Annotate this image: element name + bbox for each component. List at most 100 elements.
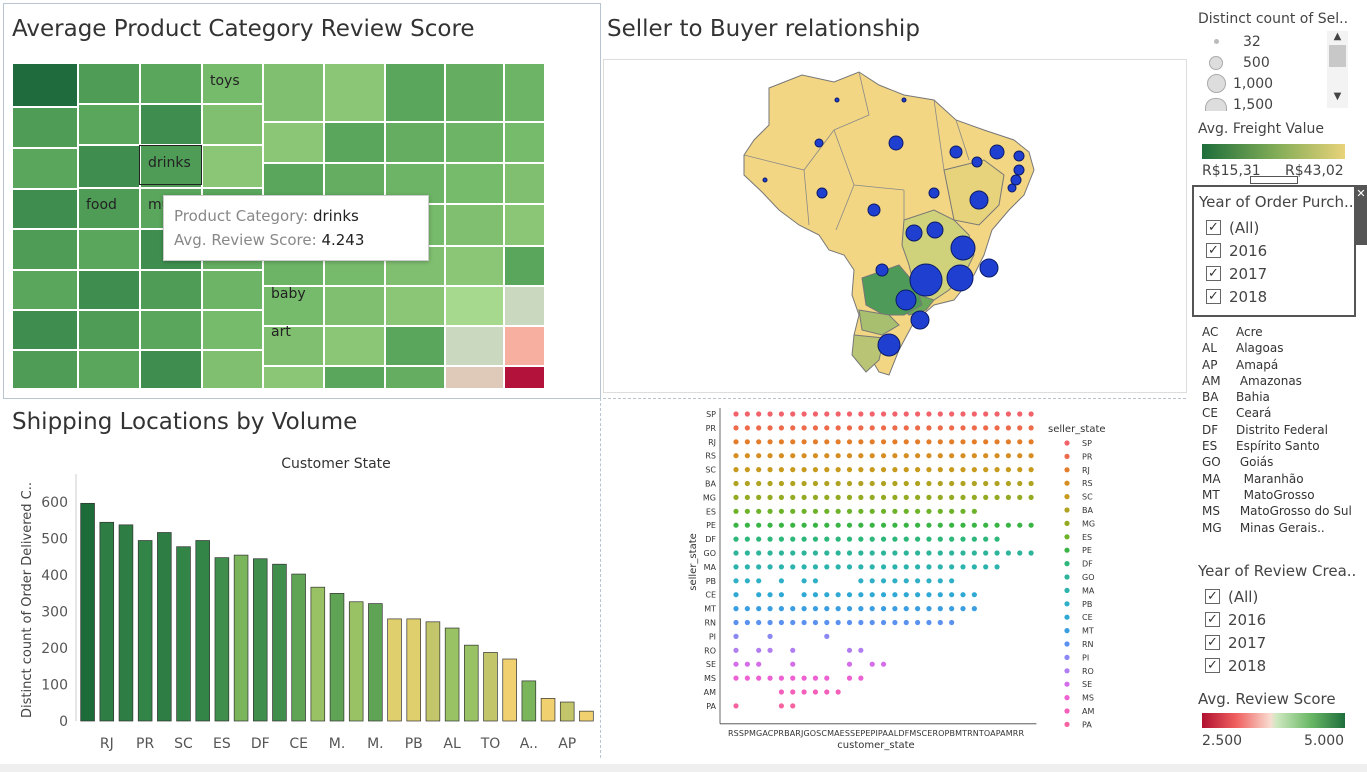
scatter-dot[interactable] — [869, 578, 875, 584]
scatter-dot[interactable] — [960, 522, 966, 528]
scatter-dot[interactable] — [903, 522, 909, 528]
scatter-dot[interactable] — [858, 536, 864, 542]
scroll-up-icon[interactable]: ▲ — [1333, 31, 1342, 42]
scatter-dot[interactable] — [926, 619, 932, 626]
treemap-cell[interactable] — [445, 63, 504, 122]
scatter-dot[interactable] — [824, 633, 830, 639]
scatter-dot[interactable] — [926, 453, 932, 459]
scatter-dot[interactable] — [778, 453, 784, 459]
scatter-dot[interactable] — [869, 564, 875, 570]
scatter-dot[interactable] — [983, 439, 989, 445]
treemap-cell[interactable] — [445, 246, 504, 286]
scatter-dot[interactable] — [778, 564, 784, 570]
scatter-dot[interactable] — [960, 550, 966, 556]
bar[interactable] — [99, 521, 115, 722]
scatter-dot[interactable] — [835, 425, 841, 431]
scatter-dot[interactable] — [926, 508, 932, 514]
treemap-cell[interactable] — [263, 286, 324, 326]
treemap-cell[interactable] — [504, 163, 545, 204]
treemap-cell[interactable] — [202, 270, 263, 310]
scatter-dot[interactable] — [744, 550, 750, 556]
scatter-dot[interactable] — [756, 619, 762, 626]
treemap-cell[interactable] — [504, 366, 545, 389]
bar[interactable] — [579, 710, 594, 722]
scatter-dot[interactable] — [994, 439, 1000, 445]
scatter-dot[interactable] — [733, 411, 739, 417]
scroll-down-icon[interactable]: ▼ — [1333, 91, 1342, 102]
scatter-dot[interactable] — [858, 467, 864, 473]
scatter-dot[interactable] — [1028, 453, 1034, 459]
checkbox-2018[interactable]: ✓ 2018 — [1206, 285, 1354, 308]
scatter-dot[interactable] — [983, 411, 989, 417]
scatter-dot[interactable] — [767, 425, 773, 431]
scatter-dot[interactable] — [801, 550, 807, 556]
scatter-dot[interactable] — [880, 467, 887, 473]
scatter-dot[interactable] — [1017, 439, 1023, 445]
scatter-dot[interactable] — [915, 508, 921, 514]
scatter-dot[interactable] — [892, 425, 898, 431]
scatter-dot[interactable] — [812, 480, 819, 487]
scatter-dot[interactable] — [778, 536, 784, 542]
scatter-dot[interactable] — [869, 439, 875, 445]
scatter-dot[interactable] — [983, 453, 989, 459]
scatter-dot[interactable] — [824, 425, 830, 431]
scatter-dot[interactable] — [880, 619, 887, 626]
scatter-dot[interactable] — [971, 467, 977, 473]
scatter-dot[interactable] — [801, 480, 807, 487]
scatter-dot[interactable] — [812, 508, 819, 514]
treemap-cell[interactable] — [445, 204, 504, 246]
scatter-dot[interactable] — [846, 661, 853, 667]
scatter-dot[interactable] — [756, 453, 762, 459]
seller-bubble[interactable] — [928, 187, 940, 199]
bar[interactable] — [406, 618, 421, 722]
scatter-dot[interactable] — [790, 661, 796, 667]
scatter-dot[interactable] — [858, 494, 864, 500]
seller-bubbles[interactable] — [762, 97, 1025, 357]
scatter-dot[interactable] — [971, 550, 977, 556]
scatter-dot[interactable] — [756, 606, 762, 612]
scatter-dot[interactable] — [744, 522, 750, 528]
scatter-dot[interactable] — [971, 494, 977, 500]
scatter-dot[interactable] — [892, 494, 898, 500]
scatter-dot[interactable] — [846, 536, 853, 542]
scatter-dot[interactable] — [756, 564, 762, 570]
scatter-dot[interactable] — [960, 453, 966, 459]
scatter-dot[interactable] — [1028, 480, 1034, 487]
bar[interactable] — [425, 621, 441, 722]
treemap-cell[interactable] — [263, 366, 324, 389]
seller-bubble[interactable] — [1013, 150, 1025, 162]
seller-bubble[interactable] — [895, 289, 917, 311]
scatter-dot[interactable] — [915, 425, 921, 431]
scatter-dot[interactable] — [778, 425, 784, 431]
checkbox-2018[interactable]: ✓ 2018 — [1205, 654, 1266, 677]
scatter-dot[interactable] — [1028, 550, 1034, 556]
checkbox-icon[interactable]: ✓ — [1206, 266, 1221, 281]
scatter-dot[interactable] — [846, 675, 853, 681]
treemap-cell[interactable] — [78, 350, 140, 389]
scatter-dot[interactable] — [801, 606, 807, 612]
seller-bubble[interactable] — [814, 138, 824, 148]
scatter-dot[interactable] — [949, 564, 955, 570]
seller-bubble[interactable] — [971, 156, 983, 168]
scatter-dot[interactable] — [790, 647, 796, 653]
scatter-dot[interactable] — [869, 536, 875, 542]
treemap-cell[interactable] — [324, 122, 385, 163]
scatter-dot[interactable] — [801, 675, 807, 681]
scatter-dot[interactable] — [949, 606, 955, 612]
treemap-selected-cell[interactable] — [139, 145, 202, 185]
treemap-cell[interactable] — [140, 270, 202, 310]
scatter-dot[interactable] — [835, 592, 841, 598]
scatter-dot[interactable] — [903, 619, 909, 626]
seller-bubble[interactable] — [979, 258, 999, 278]
scatter-dot[interactable] — [812, 592, 819, 598]
scatter-dot[interactable] — [915, 606, 921, 612]
scatter-dot[interactable] — [971, 536, 977, 542]
treemap-cell[interactable] — [78, 145, 140, 188]
scatter-dot[interactable] — [915, 522, 921, 528]
scatter-dot[interactable] — [733, 494, 739, 500]
bar[interactable] — [214, 557, 230, 722]
scatter-dot[interactable] — [949, 578, 955, 584]
scatter-dot[interactable] — [756, 578, 762, 584]
scatter-dot[interactable] — [937, 439, 943, 445]
scatter-dot[interactable] — [949, 508, 955, 514]
